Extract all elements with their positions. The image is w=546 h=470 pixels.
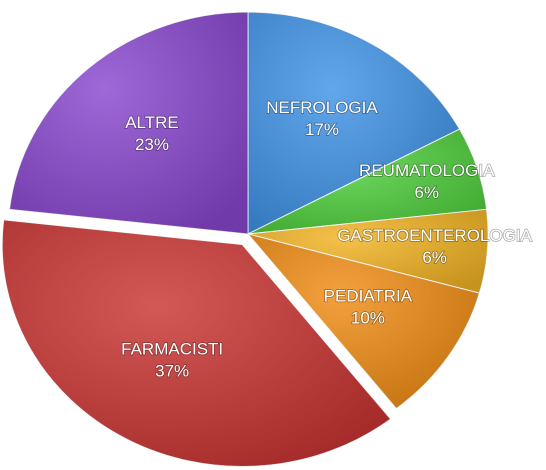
slice-group <box>247 11 461 235</box>
slice-value: 10% <box>351 308 385 327</box>
slice-label: NEFROLOGIA <box>266 98 378 117</box>
slice-shade <box>9 12 248 234</box>
slice-shade <box>248 209 488 294</box>
slice-value: 6% <box>414 183 439 202</box>
slice-label: GASTROENTEROLOGIA <box>337 226 532 245</box>
slice-group <box>246 233 480 410</box>
slice-shade <box>248 12 460 234</box>
slice-shade <box>2 219 391 467</box>
slice-shade <box>248 129 487 234</box>
slice-value: 6% <box>422 248 447 267</box>
slice-value: 37% <box>155 361 189 380</box>
slice-group <box>247 128 488 235</box>
slice-label: REUMATOLOGIA <box>359 161 495 180</box>
slice-value: 17% <box>305 120 339 139</box>
slice-shade <box>248 234 480 409</box>
slice-label: PEDIATRIA <box>324 286 413 305</box>
slice-label: FARMACISTI <box>121 339 223 358</box>
slice-group <box>8 11 249 235</box>
slice-label: ALTRE <box>125 113 179 132</box>
slice-group <box>247 208 489 294</box>
slice-value: 23% <box>135 135 169 154</box>
slice-group <box>1 219 392 467</box>
